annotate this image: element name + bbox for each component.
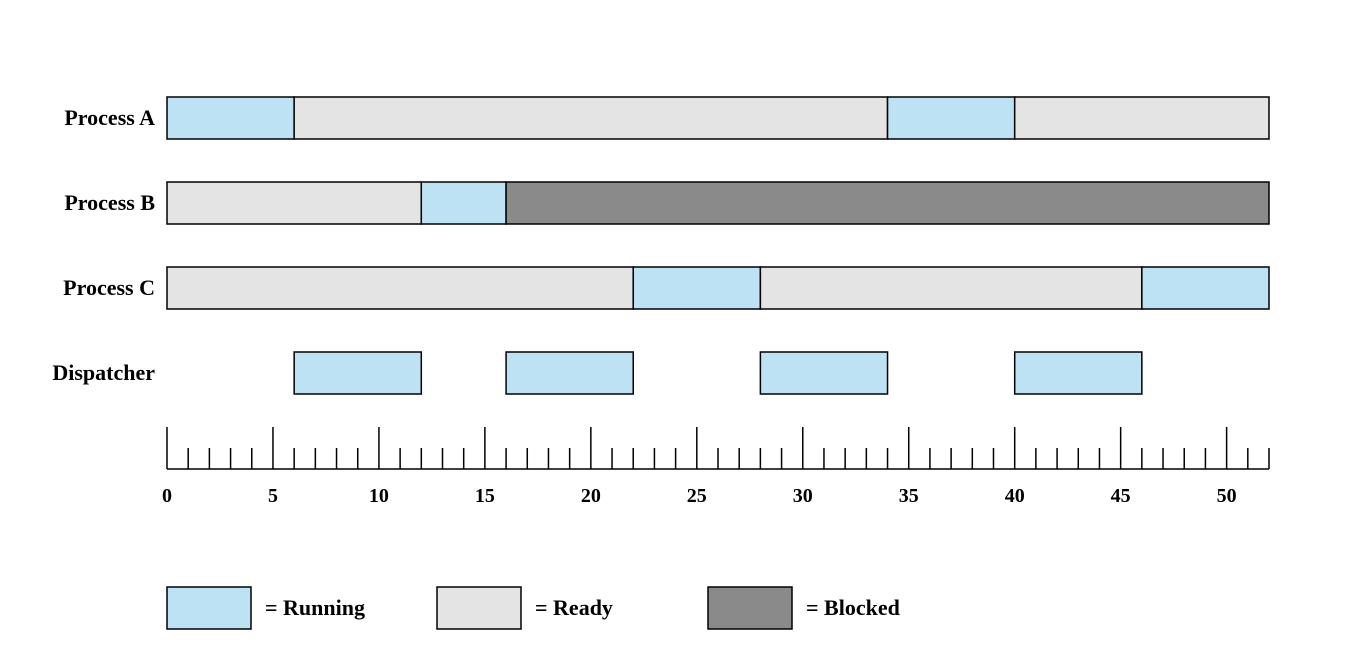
process-c-segment-running bbox=[632, 266, 762, 310]
legend-label-ready: = Ready bbox=[535, 595, 613, 620]
process-b-segment-ready bbox=[166, 181, 423, 225]
process-c-segment-ready bbox=[759, 266, 1143, 310]
tick-label: 45 bbox=[1111, 485, 1131, 507]
tick-label: 25 bbox=[687, 485, 707, 507]
tick-label: 35 bbox=[899, 485, 919, 507]
process-a-label: Process A bbox=[64, 105, 155, 130]
process-b-label: Process B bbox=[64, 190, 155, 215]
legend-label-running: = Running bbox=[265, 595, 365, 620]
tick-label: 0 bbox=[162, 485, 172, 507]
tick-label: 20 bbox=[581, 485, 601, 507]
dispatcher-segment-running bbox=[293, 351, 423, 395]
tick-label: 5 bbox=[268, 485, 278, 507]
legend-label-blocked: = Blocked bbox=[806, 595, 900, 620]
process-a-segment-running bbox=[166, 96, 295, 140]
dispatcher-label: Dispatcher bbox=[52, 360, 155, 385]
process-a-segment-running bbox=[886, 96, 1016, 140]
legend-swatch-running bbox=[166, 586, 252, 630]
tick-label: 30 bbox=[793, 485, 813, 507]
tick-label: 40 bbox=[1005, 485, 1025, 507]
tick-label: 10 bbox=[369, 485, 389, 507]
process-b-segment-running bbox=[420, 181, 507, 225]
process-c-segment-running bbox=[1141, 266, 1270, 310]
process-a-segment-ready bbox=[293, 96, 889, 140]
legend-swatch-ready bbox=[436, 586, 522, 630]
tick-label: 50 bbox=[1217, 485, 1237, 507]
dispatcher-segment-running bbox=[759, 351, 889, 395]
dispatcher-segment-running bbox=[505, 351, 634, 395]
process-c-label: Process C bbox=[63, 275, 155, 300]
legend-swatch-blocked bbox=[707, 586, 793, 630]
tick-label: 15 bbox=[475, 485, 495, 507]
dispatcher-segment-running bbox=[1013, 351, 1143, 395]
process-c-segment-ready bbox=[166, 266, 634, 310]
process-b-segment-blocked bbox=[505, 181, 1270, 225]
process-a-segment-ready bbox=[1013, 96, 1270, 140]
